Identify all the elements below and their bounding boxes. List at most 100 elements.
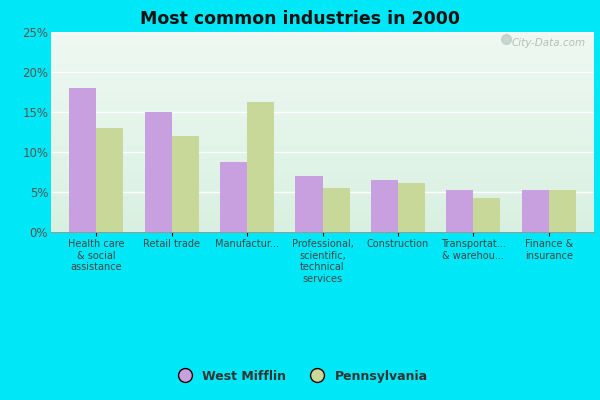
Bar <box>51 50 594 51</box>
Bar <box>51 137 594 138</box>
Bar <box>51 93 594 94</box>
Bar <box>371 180 398 232</box>
Bar <box>51 210 594 211</box>
Bar <box>51 213 594 214</box>
Bar <box>51 218 594 219</box>
Bar <box>51 180 594 181</box>
Bar <box>51 120 594 121</box>
Bar <box>51 130 594 131</box>
Bar <box>51 131 594 132</box>
Bar <box>51 68 594 69</box>
Bar <box>51 171 594 172</box>
Bar <box>51 95 594 96</box>
Bar <box>172 136 199 232</box>
Bar <box>51 193 594 194</box>
Bar <box>51 34 594 35</box>
Bar <box>51 143 594 144</box>
Bar <box>51 82 594 83</box>
Bar <box>51 69 594 70</box>
Bar <box>51 203 594 204</box>
Bar <box>51 77 594 78</box>
Bar <box>51 60 594 61</box>
Bar <box>51 197 594 198</box>
Bar <box>51 219 594 220</box>
Bar <box>51 129 594 130</box>
Bar <box>51 35 594 36</box>
Bar <box>51 115 594 116</box>
Bar <box>51 109 594 110</box>
Bar <box>51 183 594 184</box>
Bar <box>51 65 594 66</box>
Bar <box>51 102 594 103</box>
Bar <box>51 72 594 73</box>
Bar <box>51 220 594 221</box>
Bar <box>51 88 594 89</box>
Bar <box>51 73 594 74</box>
Bar <box>51 186 594 187</box>
Bar <box>51 87 594 88</box>
Bar <box>51 104 594 105</box>
Bar <box>51 170 594 171</box>
Legend: West Mifflin, Pennsylvania: West Mifflin, Pennsylvania <box>167 365 433 388</box>
Bar <box>51 106 594 107</box>
Bar <box>323 188 350 232</box>
Bar <box>51 113 594 114</box>
Bar <box>96 128 124 232</box>
Bar <box>51 86 594 87</box>
Bar <box>51 175 594 176</box>
Bar <box>51 200 594 201</box>
Bar <box>51 45 594 46</box>
Bar <box>51 92 594 93</box>
Bar <box>51 33 594 34</box>
Bar <box>51 212 594 213</box>
Bar <box>51 228 594 229</box>
Bar <box>51 90 594 91</box>
Bar <box>51 191 594 192</box>
Bar <box>51 107 594 108</box>
Bar <box>51 187 594 188</box>
Bar <box>51 225 594 226</box>
Bar <box>51 70 594 71</box>
Bar <box>51 76 594 77</box>
Bar <box>51 38 594 39</box>
Bar <box>51 139 594 140</box>
Bar <box>51 40 594 41</box>
Bar <box>51 195 594 196</box>
Bar <box>51 188 594 189</box>
Bar <box>51 198 594 199</box>
Bar <box>51 71 594 72</box>
Bar <box>51 147 594 148</box>
Bar <box>51 192 594 193</box>
Bar <box>51 165 594 166</box>
Bar <box>51 150 594 151</box>
Bar <box>51 189 594 190</box>
Bar <box>51 97 594 98</box>
Bar <box>51 216 594 217</box>
Bar <box>51 108 594 109</box>
Bar <box>51 55 594 56</box>
Bar <box>51 42 594 43</box>
Bar <box>51 89 594 90</box>
Bar <box>69 88 96 232</box>
Bar <box>51 52 594 53</box>
Bar <box>51 166 594 167</box>
Bar <box>51 169 594 170</box>
Bar <box>51 152 594 153</box>
Bar <box>51 91 594 92</box>
Bar <box>51 98 594 99</box>
Bar <box>51 99 594 100</box>
Bar <box>51 201 594 202</box>
Bar <box>51 41 594 42</box>
Bar <box>51 208 594 209</box>
Bar <box>51 214 594 215</box>
Bar <box>51 134 594 135</box>
Bar <box>51 161 594 162</box>
Bar <box>51 231 594 232</box>
Bar <box>51 118 594 119</box>
Bar <box>473 198 500 232</box>
Bar <box>51 205 594 206</box>
Bar <box>51 59 594 60</box>
Bar <box>51 182 594 183</box>
Bar <box>51 75 594 76</box>
Bar <box>51 66 594 67</box>
